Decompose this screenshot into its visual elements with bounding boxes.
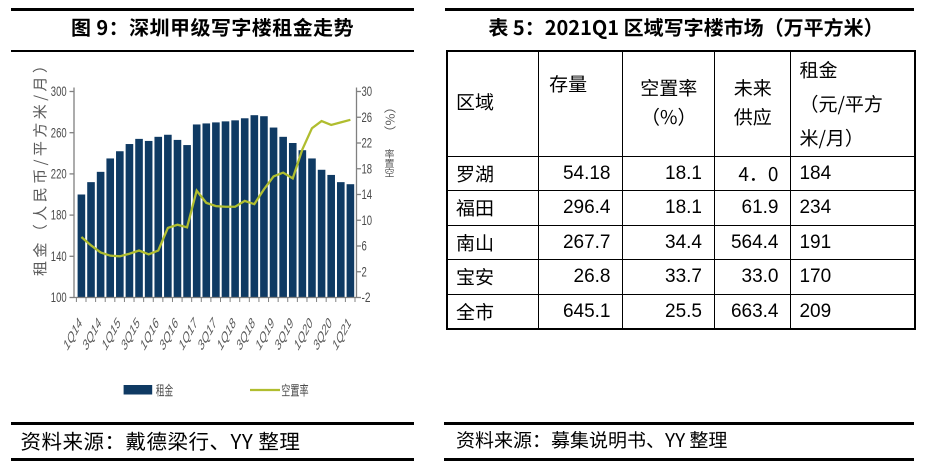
svg-text:3Q19: 3Q19	[273, 313, 295, 354]
svg-text:置: 置	[385, 155, 395, 170]
svg-text:1Q20: 1Q20	[292, 313, 314, 354]
svg-text:3Q15: 3Q15	[119, 313, 141, 354]
svg-text:3Q17: 3Q17	[196, 313, 218, 354]
svg-text:6: 6	[362, 239, 367, 254]
svg-text:空: 空	[385, 165, 395, 180]
svg-text:租金: 租金	[156, 381, 173, 401]
svg-text:220: 220	[51, 167, 67, 182]
svg-text:1Q15: 1Q15	[100, 313, 122, 354]
svg-text:3Q18: 3Q18	[234, 313, 256, 354]
svg-text:租金（人民币/平方米/月）: 租金（人民币/平方米/月）	[30, 58, 51, 276]
svg-text:（%）: （%）	[382, 101, 399, 139]
svg-text:10: 10	[362, 213, 373, 228]
svg-text:1Q21: 1Q21	[331, 313, 353, 354]
svg-text:3Q14: 3Q14	[81, 313, 103, 354]
svg-text:18: 18	[362, 161, 373, 176]
svg-text:260: 260	[51, 125, 67, 140]
svg-text:空置率: 空置率	[281, 381, 308, 401]
svg-text:14: 14	[362, 187, 373, 202]
svg-text:1Q17: 1Q17	[177, 313, 199, 354]
svg-text:22: 22	[362, 136, 373, 151]
svg-text:率: 率	[385, 146, 395, 161]
svg-text:2: 2	[362, 264, 367, 279]
svg-text:1Q14: 1Q14	[62, 313, 84, 354]
svg-text:1Q18: 1Q18	[215, 313, 237, 354]
svg-text:1Q19: 1Q19	[254, 313, 276, 354]
svg-text:140: 140	[51, 249, 67, 264]
svg-text:3Q20: 3Q20	[311, 313, 333, 354]
svg-text:180: 180	[51, 208, 67, 223]
svg-text:30: 30	[362, 84, 373, 99]
svg-text:3Q16: 3Q16	[158, 313, 180, 354]
svg-text:26: 26	[362, 110, 373, 125]
svg-text:300: 300	[51, 84, 67, 99]
svg-text:-2: -2	[362, 290, 371, 305]
svg-text:1Q16: 1Q16	[138, 313, 160, 354]
svg-text:100: 100	[51, 290, 67, 305]
